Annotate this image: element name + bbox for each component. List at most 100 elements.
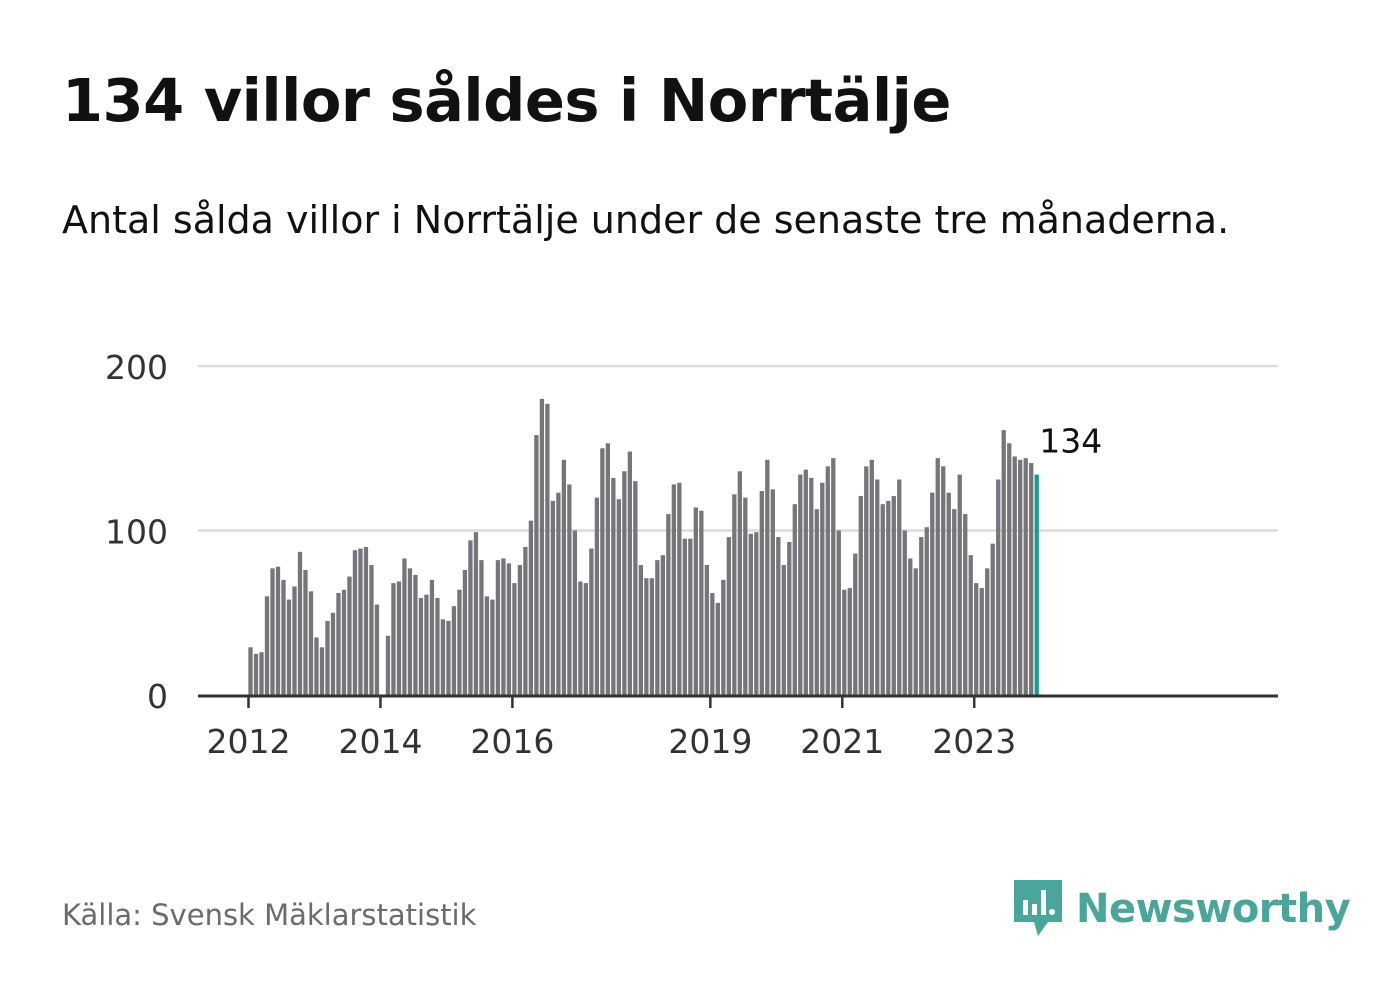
bar (1018, 459, 1023, 695)
newsworthy-logo[interactable]: Newsworthy (1010, 878, 1351, 940)
bar (710, 593, 715, 695)
bar (1029, 463, 1034, 695)
bar (913, 568, 918, 695)
bar (693, 507, 698, 695)
bar (1001, 430, 1006, 695)
bar (798, 474, 803, 695)
bar (732, 494, 737, 695)
bar (924, 527, 929, 695)
bar (869, 459, 874, 695)
bar (754, 532, 759, 695)
bar (336, 593, 341, 695)
bar (770, 489, 775, 695)
bar (347, 576, 352, 695)
brand-name: Newsworthy (1076, 886, 1351, 932)
bar (374, 604, 380, 695)
bar (495, 560, 501, 695)
bar (671, 484, 676, 695)
bar (1012, 456, 1017, 695)
bar (930, 492, 935, 695)
bar (308, 591, 314, 695)
bar (622, 471, 627, 695)
bar (468, 540, 473, 695)
bar (550, 500, 556, 695)
bar (842, 589, 847, 695)
bar (479, 560, 484, 695)
bar (446, 620, 451, 695)
latest-value-label: 134 (1039, 422, 1102, 461)
bar (572, 530, 578, 695)
bar (880, 504, 885, 695)
bar (990, 543, 995, 695)
bar (864, 466, 869, 695)
bar (363, 546, 369, 695)
bar (957, 474, 962, 695)
bar (655, 560, 660, 695)
bar (941, 466, 946, 695)
bar (787, 542, 792, 695)
bar (968, 555, 973, 695)
bar (704, 565, 709, 695)
bar (847, 588, 852, 695)
bar (737, 471, 742, 695)
bar (281, 579, 286, 695)
bar (292, 586, 297, 695)
bar (952, 509, 957, 695)
bar (457, 589, 462, 695)
bar (897, 479, 902, 695)
x-tick-label: 2016 (470, 722, 554, 761)
bar (523, 546, 528, 695)
bar (616, 499, 622, 695)
bar (726, 537, 731, 695)
bar (1007, 443, 1012, 695)
bar (600, 448, 605, 695)
bar (688, 538, 693, 695)
bar (743, 497, 748, 695)
bar (715, 602, 720, 695)
bar (264, 596, 270, 695)
bar (270, 568, 275, 695)
bar (792, 504, 797, 695)
newsworthy-logo-icon (1014, 880, 1062, 936)
bar (429, 579, 435, 695)
bar (979, 588, 984, 695)
bar (902, 530, 907, 695)
bar (319, 647, 325, 695)
chart-subtitle: Antal sålda villor i Norrtälje under de … (62, 198, 1230, 242)
bar (836, 530, 841, 695)
bar (935, 458, 940, 695)
y-tick-label: 100 (105, 513, 168, 552)
bar (578, 581, 583, 695)
bar (490, 599, 495, 695)
bar (440, 619, 446, 695)
y-tick-label: 0 (147, 677, 168, 716)
bar (908, 558, 913, 695)
bar (545, 403, 550, 695)
bar (974, 583, 979, 695)
bar (814, 509, 819, 695)
bar (556, 492, 561, 695)
bar (748, 533, 753, 695)
bar (352, 550, 358, 695)
bar (418, 597, 424, 695)
bar (391, 583, 396, 695)
bar (677, 482, 682, 695)
bar (963, 514, 968, 695)
x-tick-label: 2021 (800, 722, 884, 761)
bar (666, 514, 671, 695)
bar (358, 548, 363, 695)
bar (875, 479, 880, 695)
bar (721, 579, 726, 695)
latest-value-label-halo: 134 (1039, 422, 1102, 461)
bar (407, 568, 413, 695)
bar (286, 599, 292, 695)
bar (638, 565, 644, 695)
source-note: Källa: Svensk Mäklarstatistik (62, 898, 477, 932)
bar (435, 597, 440, 695)
x-tick-label: 2014 (338, 722, 422, 761)
bar (853, 553, 858, 695)
bar (682, 538, 687, 695)
bar (644, 578, 649, 695)
bar (413, 574, 418, 695)
